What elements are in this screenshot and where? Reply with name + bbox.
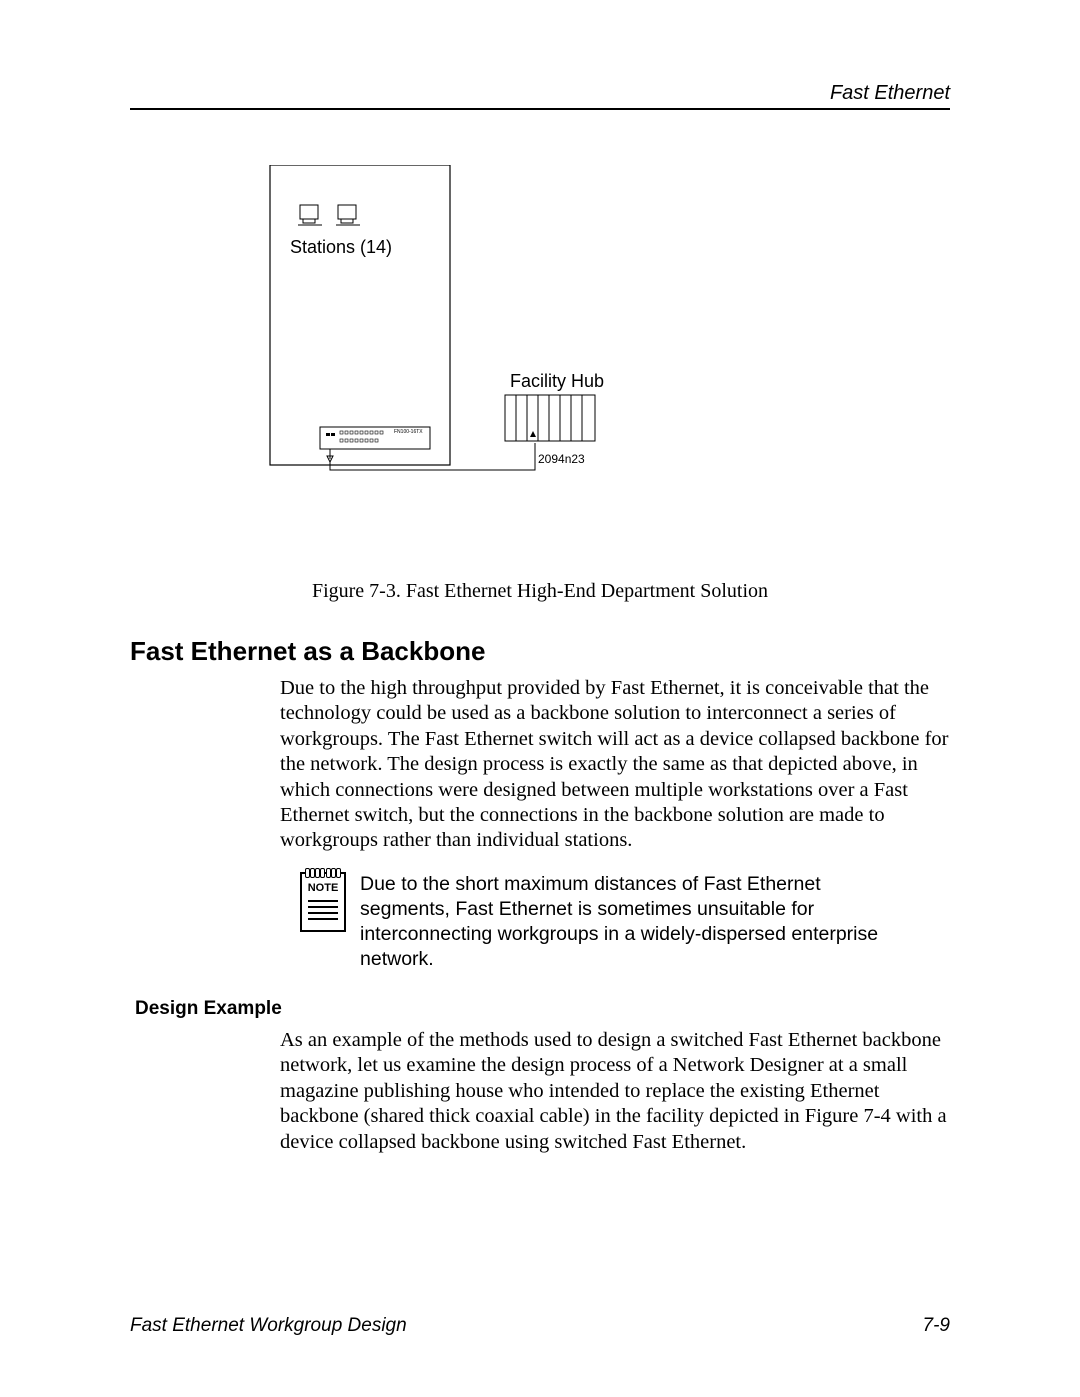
header-rule bbox=[130, 108, 950, 110]
note-text: Due to the short maximum distances of Fa… bbox=[360, 872, 900, 972]
section-heading-fast-ethernet-backbone: Fast Ethernet as a Backbone bbox=[130, 636, 485, 667]
figure-svg: Stations (14) FN100-16TX Facility Hub bbox=[260, 165, 820, 485]
footer-left: Fast Ethernet Workgroup Design bbox=[130, 1315, 407, 1337]
running-header: Fast Ethernet bbox=[830, 82, 950, 105]
note-icon: NOTE bbox=[300, 872, 346, 932]
figure-7-3: Stations (14) FN100-16TX Facility Hub bbox=[260, 165, 820, 485]
facility-hub-label: Facility Hub bbox=[510, 371, 604, 391]
stations-label: Stations (14) bbox=[290, 237, 392, 257]
document-page: Fast Ethernet Stations (14) bbox=[0, 0, 1080, 1397]
footer-page-number: 7-9 bbox=[923, 1315, 950, 1337]
subheading-design-example: Design Example bbox=[135, 998, 282, 1020]
design-example-paragraph: As an example of the methods used to des… bbox=[280, 1028, 950, 1155]
section-body-paragraph: Due to the high throughput provided by F… bbox=[280, 676, 950, 854]
note-block: NOTE Due to the short maximum distances … bbox=[300, 872, 900, 972]
switch-model-label: FN100-16TX bbox=[394, 429, 423, 435]
figure-ref-id: 2094n23 bbox=[538, 452, 585, 466]
figure-caption: Figure 7-3. Fast Ethernet High-End Depar… bbox=[0, 580, 1080, 603]
note-icon-label: NOTE bbox=[302, 882, 344, 894]
